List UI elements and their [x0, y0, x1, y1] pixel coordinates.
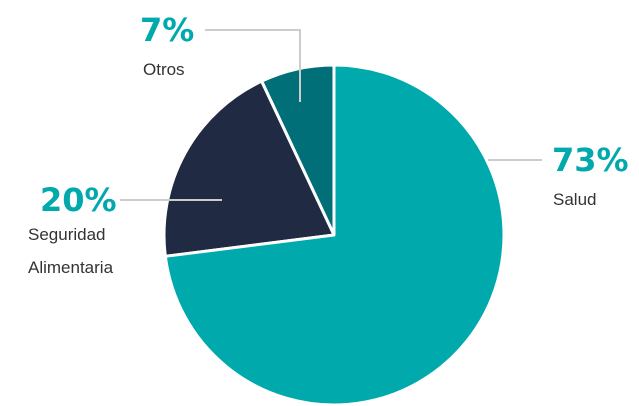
category-label: Otros — [143, 60, 185, 79]
pie-slice — [162, 79, 336, 258]
category-label: Seguridad Alimentaria — [28, 225, 114, 277]
value-label: 20% — [40, 181, 117, 219]
leader-line — [205, 29, 301, 102]
value-label: 7% — [140, 11, 195, 49]
pie-slice — [163, 63, 506, 406]
value-label: 73% — [552, 141, 629, 179]
category-label: Salud — [553, 190, 597, 209]
